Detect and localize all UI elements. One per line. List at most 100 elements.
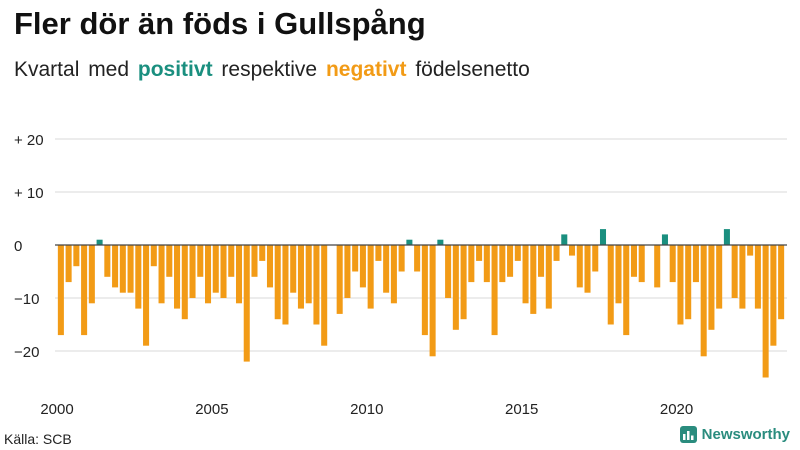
bar	[476, 245, 483, 261]
y-tick-label: −20	[14, 344, 39, 361]
bar	[747, 245, 754, 256]
bar	[499, 245, 506, 283]
bar	[375, 245, 382, 261]
bar	[150, 245, 157, 267]
bar	[336, 245, 343, 314]
bar	[762, 245, 769, 378]
bar	[522, 245, 529, 304]
x-tick-label: 2010	[350, 401, 383, 418]
bar	[445, 245, 452, 298]
bar	[274, 245, 281, 320]
bar	[460, 245, 467, 320]
bar	[158, 245, 165, 304]
bar	[212, 245, 219, 293]
bar	[545, 245, 552, 309]
bar	[390, 245, 397, 304]
bar	[220, 245, 227, 298]
bar	[282, 245, 289, 325]
bar	[251, 245, 258, 277]
bar	[576, 245, 583, 288]
bar	[205, 245, 212, 304]
bar	[561, 234, 568, 245]
bar	[383, 245, 390, 293]
bar	[507, 245, 514, 277]
bar	[367, 245, 374, 309]
bar	[754, 245, 761, 309]
bar	[514, 245, 521, 261]
bar	[189, 245, 196, 298]
brand-name: Newsworthy	[701, 426, 790, 443]
bar	[181, 245, 188, 320]
bar	[716, 245, 723, 309]
bar	[708, 245, 715, 330]
bar	[770, 245, 777, 346]
bar	[468, 245, 475, 283]
bar	[421, 245, 428, 336]
bar	[669, 245, 676, 283]
bar	[297, 245, 304, 309]
source-note: Källa: SCB	[4, 431, 72, 447]
bar	[88, 245, 95, 304]
bar	[359, 245, 366, 288]
x-tick-label: 2015	[505, 401, 538, 418]
bar	[623, 245, 630, 336]
bar	[530, 245, 537, 314]
bar	[166, 245, 173, 277]
bar	[65, 245, 72, 283]
bar	[127, 245, 134, 293]
bar	[452, 245, 459, 330]
bar	[143, 245, 150, 346]
x-tick-label: 2000	[40, 401, 73, 418]
bar	[174, 245, 181, 309]
bar	[615, 245, 622, 304]
bar	[104, 245, 111, 277]
bar	[352, 245, 359, 272]
bar-chart-logo-icon	[679, 426, 697, 443]
bar	[638, 245, 645, 283]
bar	[235, 245, 243, 304]
bar	[569, 245, 576, 256]
x-tick-label: 2005	[195, 401, 228, 418]
bar	[538, 245, 545, 277]
bar	[321, 245, 328, 346]
bar	[228, 245, 235, 277]
bar	[406, 239, 413, 245]
brand-logo: Newsworthy	[679, 426, 790, 443]
bar	[491, 245, 498, 336]
bar	[135, 245, 142, 309]
bar	[344, 245, 351, 298]
subtitle-text-fodelsenetto: födelsenetto	[415, 58, 530, 81]
bar	[266, 245, 273, 288]
subtitle-negative-label: negativt	[325, 58, 407, 81]
bar	[398, 245, 405, 272]
bar	[630, 245, 637, 277]
bar	[73, 245, 80, 267]
bar	[243, 245, 250, 362]
bar	[685, 245, 692, 320]
chart-subtitle: Kvartal med positivt respektive negativt…	[14, 58, 530, 82]
bar	[700, 245, 707, 357]
y-tick-label: 0	[14, 238, 22, 255]
bar	[677, 245, 684, 325]
bar	[197, 245, 204, 277]
bar	[81, 245, 88, 336]
subtitle-text-respektive: respektive	[221, 58, 318, 81]
y-tick-label: + 10	[14, 185, 44, 202]
bar	[661, 234, 668, 245]
bar	[654, 245, 661, 288]
bar	[429, 245, 436, 357]
y-tick-label: + 20	[14, 132, 44, 149]
bar	[739, 245, 746, 309]
bar	[290, 245, 297, 293]
bar	[414, 245, 421, 272]
bar	[96, 239, 103, 245]
bar	[692, 245, 699, 283]
bar	[437, 239, 444, 245]
bar	[119, 245, 126, 293]
bar	[57, 245, 64, 336]
bar	[112, 245, 119, 288]
bar	[607, 245, 614, 325]
y-tick-label: −10	[14, 291, 39, 308]
subtitle-positive-label: positivt	[137, 58, 213, 81]
